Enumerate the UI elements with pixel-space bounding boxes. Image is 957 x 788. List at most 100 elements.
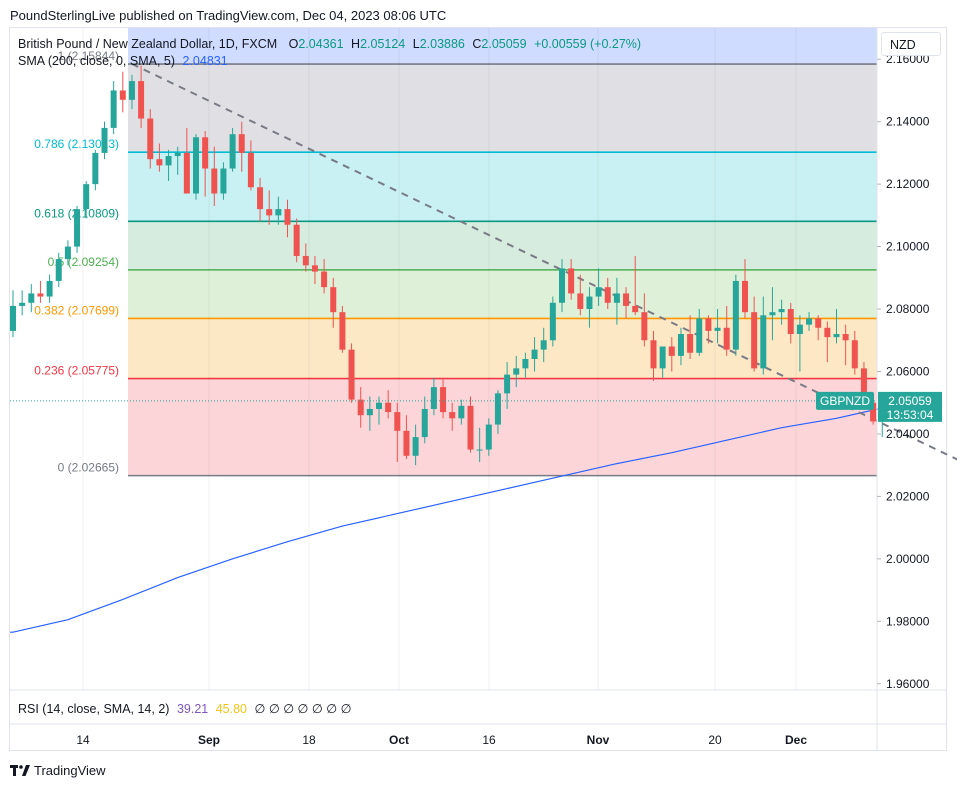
change-value: +0.00559 (+0.27%) <box>534 37 642 51</box>
candle-body <box>64 246 71 260</box>
candle-body <box>156 159 163 166</box>
symbol-title[interactable]: British Pound / New Zealand Dollar, 1D, … <box>18 37 278 51</box>
candle-body <box>183 152 190 194</box>
rsi-label[interactable]: RSI (14, close, SMA, 14, 2) <box>18 702 170 716</box>
candle-body <box>366 408 373 416</box>
candle-body <box>430 387 437 409</box>
candle-body <box>659 346 666 369</box>
candle-body <box>522 359 529 369</box>
candle-body <box>211 168 218 194</box>
candle-body <box>824 327 831 338</box>
x-tick-label: Sep <box>198 733 220 747</box>
candle-body <box>513 368 520 375</box>
candle-body <box>641 312 648 341</box>
candle-body <box>494 393 501 425</box>
fib-zone <box>128 269 877 319</box>
symbol-row: British Pound / New Zealand Dollar, 1D, … <box>18 36 641 53</box>
x-tick-label: 20 <box>708 733 722 747</box>
sma-label[interactable]: SMA (200, close, 0, SMA, 5) <box>18 54 176 68</box>
candle-body <box>568 268 575 294</box>
candle-body <box>650 340 657 369</box>
candle-body <box>485 424 492 450</box>
candle-body <box>293 224 300 256</box>
candle-body <box>37 293 44 297</box>
candle-body <box>751 312 758 369</box>
candle-body <box>412 437 419 456</box>
candle-body <box>632 305 639 313</box>
candle-body <box>467 405 474 450</box>
candle-body <box>687 334 694 353</box>
candle-body <box>174 152 181 157</box>
candle-body <box>165 156 172 166</box>
candle-body <box>458 405 465 419</box>
candle-body <box>531 349 538 359</box>
publisher-line: PoundSterlingLive published on TradingVi… <box>10 8 447 23</box>
candle-body <box>10 305 16 331</box>
candle-body <box>540 340 547 350</box>
candle-body <box>815 318 822 328</box>
candle-body <box>101 127 108 153</box>
candle-body <box>787 309 794 335</box>
chart-legend: British Pound / New Zealand Dollar, 1D, … <box>18 36 641 70</box>
open-label: O <box>288 37 299 51</box>
candle-body <box>732 280 739 350</box>
price-tag-bg <box>878 391 942 422</box>
candle-body <box>55 259 62 281</box>
tradingview-logo-text: TradingView <box>34 763 106 778</box>
candle-body <box>833 334 840 338</box>
candle-body <box>74 209 81 247</box>
candle-body <box>796 324 803 335</box>
candle-body <box>860 368 867 403</box>
low-label: L <box>412 37 420 51</box>
candle-body <box>220 168 227 194</box>
countdown-tag-text: 13:53:04 <box>887 408 934 422</box>
candle-body <box>46 280 53 297</box>
candle-body <box>229 134 236 169</box>
candle-body <box>760 315 767 369</box>
high-value: 2.05124 <box>360 37 406 51</box>
candle-body <box>604 287 611 303</box>
candle-body <box>119 90 126 100</box>
candle-body <box>870 402 877 422</box>
candle-body <box>595 287 602 297</box>
candle-body <box>247 152 254 188</box>
rsi-legend: RSI (14, close, SMA, 14, 2) 39.21 45.80 … <box>18 701 352 716</box>
rsi-sma-value: 45.80 <box>215 702 247 716</box>
currency-button[interactable]: NZD <box>881 32 941 56</box>
x-tick-label: 14 <box>76 733 90 747</box>
candle-body <box>613 293 620 303</box>
y-tick-label: 2.00000 <box>886 552 930 566</box>
candle-body <box>842 334 849 341</box>
candle-body <box>311 265 318 272</box>
candle-body <box>357 399 364 416</box>
candle-body <box>421 408 428 438</box>
candle-body <box>83 184 90 210</box>
price-tag-text: 2.05059 <box>888 394 932 408</box>
y-tick-label: 2.14000 <box>886 115 930 129</box>
y-tick-label: 2.12000 <box>886 177 930 191</box>
fib-zone-top <box>128 28 877 65</box>
candle-body <box>321 271 328 288</box>
y-tick-label: 1.96000 <box>886 677 930 691</box>
x-tick-label: 18 <box>302 733 316 747</box>
candle-body <box>275 209 282 216</box>
candle-body <box>705 318 712 331</box>
tradingview-logo-icon <box>10 764 30 776</box>
candle-body <box>266 209 273 216</box>
tradingview-logo[interactable]: TradingView <box>10 763 106 778</box>
candle-body <box>440 387 447 413</box>
candle-body <box>376 402 382 409</box>
close-label: C <box>472 37 482 51</box>
candle-body <box>330 287 337 313</box>
candle-body <box>128 81 135 100</box>
candle-body <box>385 402 392 413</box>
candle-body <box>394 412 401 431</box>
candle-body <box>403 430 410 456</box>
candle-body <box>723 327 730 350</box>
fib-zone <box>128 378 877 476</box>
candle-body <box>110 90 117 128</box>
low-value: 2.03886 <box>419 37 465 51</box>
candle-body <box>559 268 565 303</box>
candle-body <box>549 302 556 341</box>
